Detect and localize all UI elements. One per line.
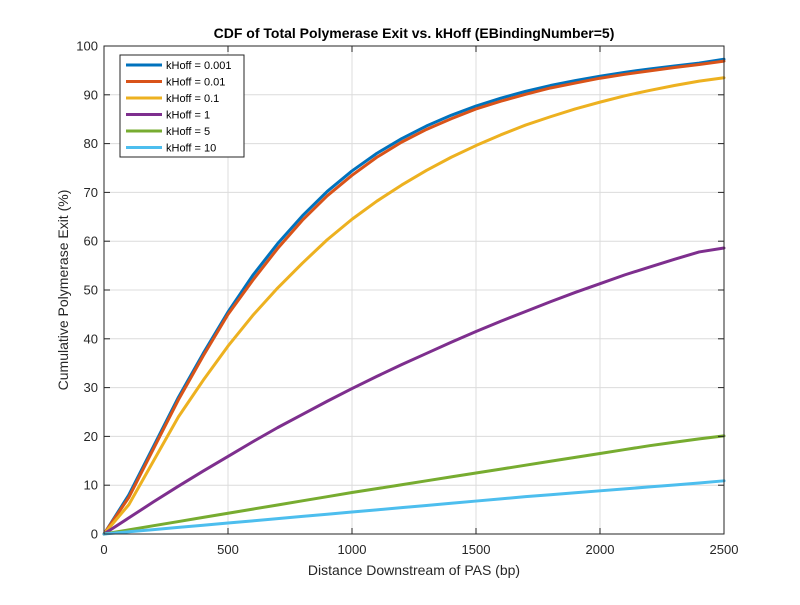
x-tick-label: 1500 (462, 542, 491, 557)
legend-label-5: kHoff = 5 (166, 126, 210, 138)
y-tick-label: 60 (84, 234, 98, 249)
y-tick-label: 100 (76, 39, 98, 54)
y-axis-label: Cumulative Polymerase Exit (%) (55, 190, 71, 391)
y-tick-label: 20 (84, 429, 98, 444)
legend-label-4: kHoff = 1 (166, 110, 210, 122)
chart-title: CDF of Total Polymerase Exit vs. kHoff (… (214, 25, 615, 41)
legend-label-2: kHoff = 0.01 (166, 77, 225, 89)
y-tick-label: 50 (84, 283, 98, 298)
y-tick-label: 30 (84, 380, 98, 395)
grid (103, 45, 725, 535)
x-tick-label: 2000 (586, 542, 615, 557)
x-tick-label: 500 (217, 542, 239, 557)
y-tick-label: 90 (84, 87, 98, 102)
y-tick-label: 10 (84, 478, 98, 493)
series-line-2 (102, 59, 726, 536)
axis-ticks: 0 500 1000 1500 2000 2500 0 10 20 30 40 50 60 70 80 90 1… (76, 39, 738, 558)
x-tick-label: 1000 (338, 542, 367, 557)
series-line-6 (102, 479, 726, 536)
series-line-3 (102, 76, 726, 536)
series-line-5 (102, 434, 726, 536)
series-line-4 (102, 246, 726, 536)
series-lines (102, 57, 726, 536)
y-tick-label: 80 (84, 136, 98, 151)
x-axis-label: Distance Downstream of PAS (bp) (308, 562, 520, 578)
legend-label-6: kHoff = 10 (166, 143, 216, 155)
legend-label-3: kHoff = 0.1 (166, 93, 219, 105)
legend-box (119, 54, 245, 158)
legend: kHoff = 0.001 kHoff = 0.01 kHoff = 0.1 kHof… (119, 54, 245, 158)
y-tick-label: 0 (91, 527, 98, 542)
y-tick-label: 40 (84, 331, 98, 346)
x-tick-label: 0 (100, 542, 107, 557)
legend-label-1: kHoff = 0.001 (166, 60, 232, 72)
x-tick-label: 2500 (710, 542, 739, 557)
y-tick-label: 70 (84, 185, 98, 200)
